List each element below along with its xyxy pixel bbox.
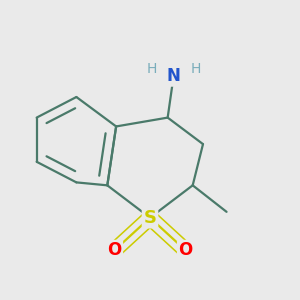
Text: N: N bbox=[167, 68, 181, 85]
Text: O: O bbox=[178, 241, 193, 259]
Text: H: H bbox=[146, 62, 157, 76]
Text: O: O bbox=[107, 241, 122, 259]
Text: H: H bbox=[190, 62, 201, 76]
Text: S: S bbox=[143, 209, 157, 227]
